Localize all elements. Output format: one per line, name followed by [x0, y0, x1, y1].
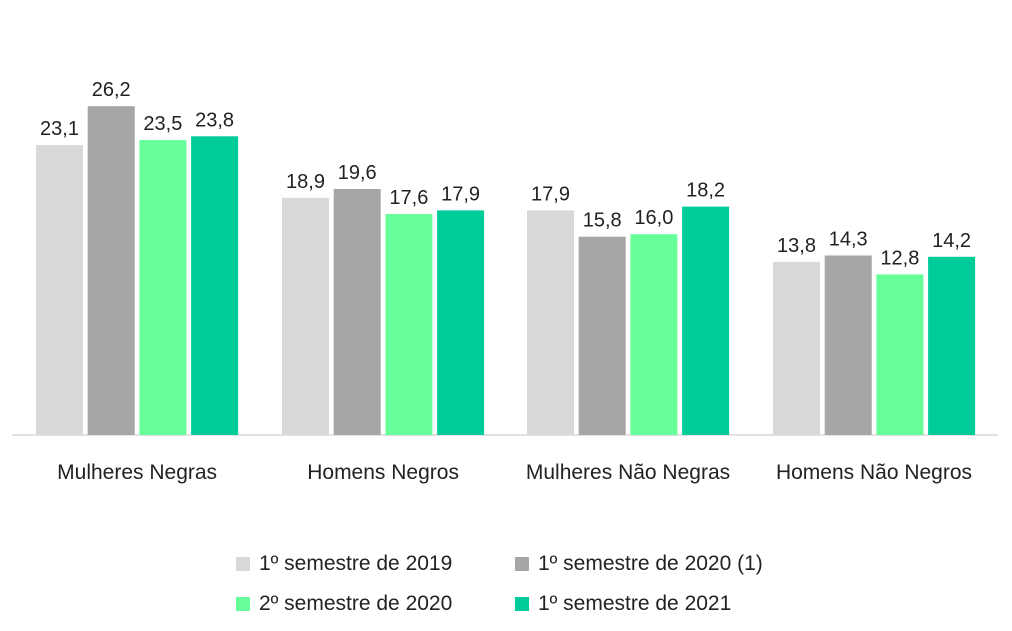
data-label: 23,1 [40, 118, 79, 140]
bar [87, 106, 135, 435]
bar-chart-plot: 23,1 26,2 23,5 23,8 Mulheres Negras 18,9 19,6 1… [12, 79, 998, 484]
legend-item: 1º semestre de 2019 [236, 552, 452, 576]
legend: 1º semestre de 2019 1º semestre de 2020 (… [0, 540, 1012, 630]
data-label: 16,0 [634, 207, 673, 229]
legend-swatch [515, 557, 529, 571]
data-label: 26,2 [92, 79, 131, 101]
bar [682, 206, 730, 435]
legend-label: 2º semestre de 2020 [259, 592, 453, 615]
legend-label: 1º semestre de 2021 [538, 592, 732, 615]
data-label: 23,8 [195, 109, 234, 131]
data-label: 14,2 [932, 230, 971, 252]
data-label: 17,9 [441, 183, 480, 205]
data-label: 15,8 [583, 210, 622, 232]
category-label: Homens Não Negros [776, 461, 972, 484]
bar [333, 189, 381, 435]
bar [928, 256, 976, 435]
data-label: 23,5 [143, 113, 182, 135]
bar [578, 236, 626, 435]
legend-item: 1º semestre de 2020 (1) [515, 552, 763, 576]
bar [824, 255, 872, 435]
bar [630, 234, 678, 435]
bar [385, 214, 433, 435]
legend-swatch [236, 597, 250, 611]
bar [773, 261, 820, 435]
legend-label: 1º semestre de 2020 (1) [538, 552, 763, 575]
legend-swatch [515, 597, 529, 611]
data-label: 18,2 [686, 180, 725, 202]
legend-item: 2º semestre de 2020 [236, 592, 452, 616]
category-label: Mulheres Não Negras [526, 461, 730, 484]
bar [36, 145, 83, 435]
bar [282, 197, 329, 435]
bar [437, 210, 485, 435]
data-label: 19,6 [338, 162, 377, 184]
legend-swatch [236, 557, 250, 571]
data-label: 13,8 [777, 235, 816, 257]
data-label: 17,6 [389, 187, 428, 209]
category-label: Mulheres Negras [57, 461, 217, 484]
data-label: 17,9 [531, 183, 570, 205]
legend-item: 1º semestre de 2021 [515, 592, 731, 616]
bar [527, 210, 574, 435]
category-label: Homens Negros [307, 461, 459, 484]
data-label: 12,8 [880, 247, 919, 269]
data-label: 18,9 [286, 171, 325, 193]
bar [139, 140, 187, 435]
data-label: 14,3 [829, 229, 868, 251]
bar [876, 274, 924, 435]
legend-label: 1º semestre de 2019 [259, 552, 453, 575]
bar [191, 136, 239, 436]
